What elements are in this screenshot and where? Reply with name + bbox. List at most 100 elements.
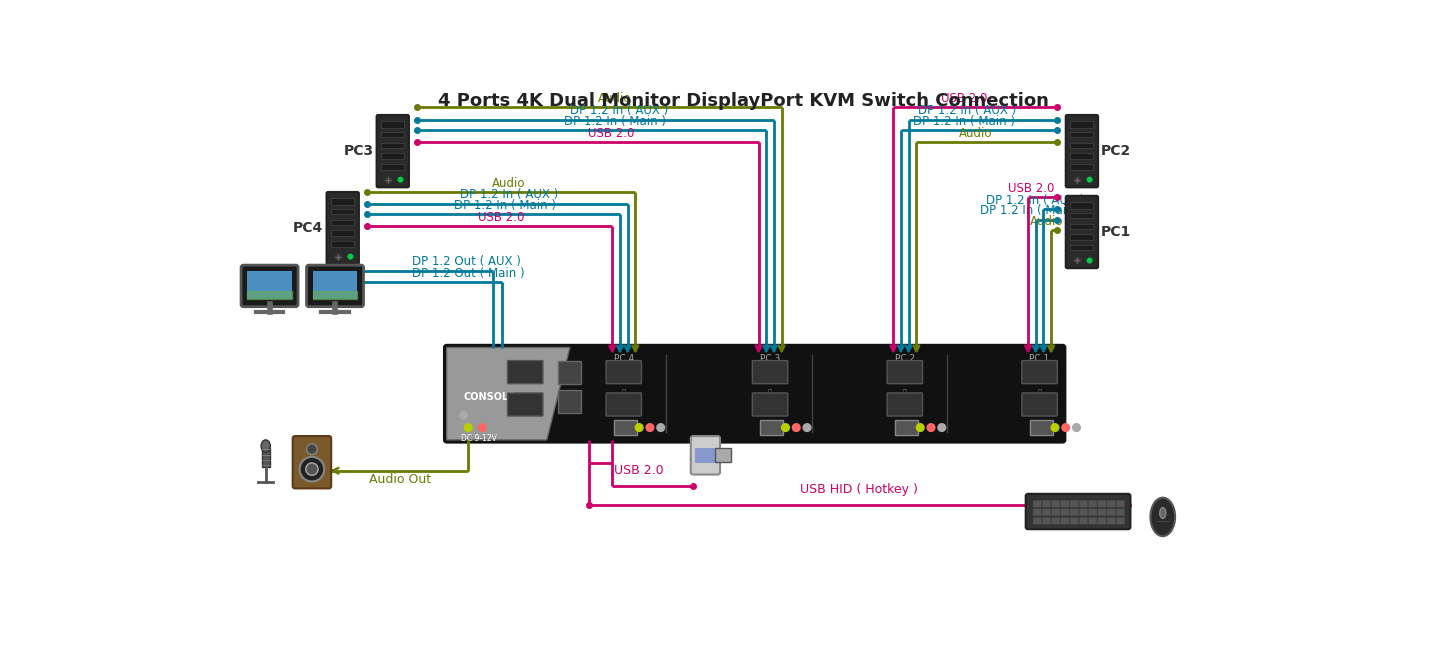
FancyBboxPatch shape [1070,202,1093,209]
FancyBboxPatch shape [1098,517,1106,524]
Text: PC3: PC3 [344,144,374,158]
FancyBboxPatch shape [613,420,637,436]
FancyBboxPatch shape [1106,509,1115,515]
FancyBboxPatch shape [1032,509,1041,515]
FancyBboxPatch shape [248,271,291,299]
Circle shape [916,424,924,432]
Circle shape [1061,424,1070,432]
Ellipse shape [261,440,270,452]
FancyBboxPatch shape [695,448,715,463]
FancyBboxPatch shape [1106,517,1115,524]
FancyBboxPatch shape [1043,509,1051,515]
Text: DP 1.2 In ( Main ): DP 1.2 In ( Main ) [912,115,1015,128]
FancyBboxPatch shape [1066,115,1098,187]
Polygon shape [262,448,270,467]
Text: PC4: PC4 [293,221,323,235]
Text: PC2: PC2 [1101,144,1131,158]
Circle shape [647,424,654,432]
Ellipse shape [1160,508,1166,519]
FancyBboxPatch shape [1070,153,1093,159]
Text: PC 2: PC 2 [895,354,915,363]
FancyBboxPatch shape [1116,509,1125,515]
Text: USB 2.0: USB 2.0 [941,92,987,105]
Text: CONSOLE: CONSOLE [463,392,515,402]
Text: USB 2.0: USB 2.0 [1008,182,1054,195]
Circle shape [386,177,392,183]
FancyBboxPatch shape [606,361,641,384]
Text: DP 1.2 In ( AUX ): DP 1.2 In ( AUX ) [918,104,1016,117]
Text: ⬛: ⬛ [903,388,906,395]
FancyBboxPatch shape [241,265,299,307]
Text: DP 1.2 In ( Main ): DP 1.2 In ( Main ) [564,115,666,128]
FancyBboxPatch shape [1022,393,1057,416]
FancyBboxPatch shape [558,361,580,384]
FancyBboxPatch shape [331,241,354,246]
Circle shape [335,254,341,260]
Circle shape [300,457,325,482]
Text: 4 Ports 4K Dual Monitor DisplayPort KVM Switch Connection: 4 Ports 4K Dual Monitor DisplayPort KVM … [438,92,1048,110]
Ellipse shape [1150,498,1175,536]
Text: DP 1.2 In ( AUX ): DP 1.2 In ( AUX ) [570,104,668,117]
FancyBboxPatch shape [1106,500,1115,507]
Circle shape [464,424,473,432]
Text: DP 1.2 In ( Main ): DP 1.2 In ( Main ) [454,199,557,212]
FancyBboxPatch shape [1061,517,1069,524]
FancyBboxPatch shape [507,361,542,384]
Text: ⬛: ⬛ [768,388,773,395]
FancyBboxPatch shape [753,393,787,416]
Text: Audio: Audio [599,92,632,105]
FancyBboxPatch shape [1032,517,1041,524]
Circle shape [635,424,642,432]
Text: USB: USB [696,452,712,458]
FancyBboxPatch shape [313,271,357,299]
Text: DP 1.2 In ( Main ): DP 1.2 In ( Main ) [980,204,1082,217]
FancyBboxPatch shape [1079,517,1088,524]
FancyBboxPatch shape [381,132,405,137]
FancyBboxPatch shape [293,436,331,488]
FancyBboxPatch shape [1070,517,1079,524]
Circle shape [306,463,318,475]
Text: PC 1: PC 1 [1030,354,1050,363]
Text: PC 3: PC 3 [760,354,780,363]
FancyBboxPatch shape [377,115,409,187]
Circle shape [1088,177,1092,182]
FancyBboxPatch shape [1025,494,1131,529]
Text: DP 1.2 In ( AUX ): DP 1.2 In ( AUX ) [986,194,1085,207]
FancyBboxPatch shape [887,361,922,384]
FancyBboxPatch shape [760,420,783,436]
FancyBboxPatch shape [381,121,405,128]
Text: Audio Out: Audio Out [368,473,431,486]
Circle shape [792,424,800,432]
FancyBboxPatch shape [1098,500,1106,507]
Circle shape [782,424,789,432]
FancyBboxPatch shape [606,393,641,416]
FancyBboxPatch shape [558,390,580,413]
Circle shape [1051,424,1058,432]
FancyBboxPatch shape [326,192,360,265]
FancyBboxPatch shape [1070,121,1093,128]
FancyBboxPatch shape [1051,517,1060,524]
FancyBboxPatch shape [507,393,542,416]
FancyBboxPatch shape [1116,517,1125,524]
Circle shape [1088,258,1092,263]
FancyBboxPatch shape [1070,132,1093,137]
FancyBboxPatch shape [381,143,405,148]
Text: PC 4: PC 4 [613,354,634,363]
FancyBboxPatch shape [1089,500,1098,507]
FancyBboxPatch shape [715,448,731,462]
Circle shape [460,411,467,419]
Text: DP 1.2 In ( AUX ): DP 1.2 In ( AUX ) [460,188,558,202]
FancyBboxPatch shape [1070,213,1093,218]
Text: Audio: Audio [493,177,526,190]
FancyBboxPatch shape [887,393,922,416]
Circle shape [399,177,403,182]
Text: USB 2.0: USB 2.0 [587,127,634,140]
Polygon shape [447,348,570,440]
FancyBboxPatch shape [331,220,354,225]
Text: USB 2.0: USB 2.0 [478,211,525,224]
Circle shape [657,424,664,432]
FancyBboxPatch shape [1089,517,1098,524]
FancyBboxPatch shape [1061,500,1069,507]
FancyBboxPatch shape [1070,164,1093,170]
FancyBboxPatch shape [1070,234,1093,240]
